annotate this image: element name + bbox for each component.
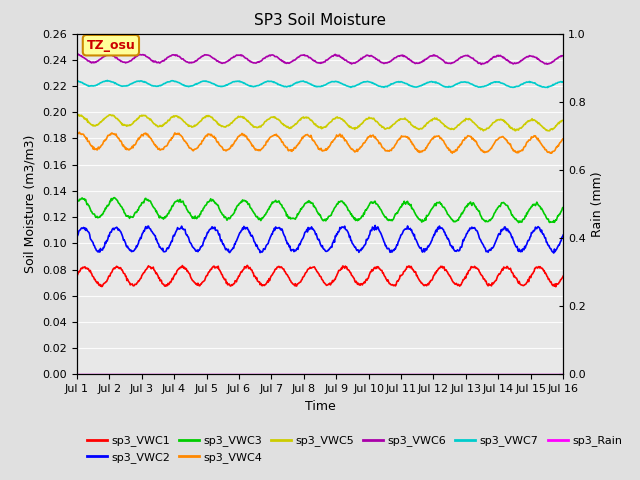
sp3_Rain xyxy=(132,371,140,377)
sp3_VWC6 xyxy=(74,51,82,57)
sp3_VWC6 xyxy=(559,53,567,59)
sp3_VWC7 xyxy=(73,78,81,84)
sp3_VWC4 xyxy=(207,132,215,137)
Line: sp3_VWC3: sp3_VWC3 xyxy=(77,198,563,223)
sp3_VWC1 xyxy=(181,266,189,272)
sp3_VWC5 xyxy=(559,118,567,123)
sp3_VWC4 xyxy=(132,140,140,145)
sp3_VWC6 xyxy=(394,54,401,60)
sp3_VWC5 xyxy=(132,118,140,123)
sp3_VWC2 xyxy=(550,250,557,256)
sp3_VWC2 xyxy=(559,232,567,238)
sp3_VWC1 xyxy=(82,265,90,271)
sp3_VWC1 xyxy=(394,278,401,284)
sp3_VWC4 xyxy=(83,136,90,142)
sp3_VWC3 xyxy=(380,211,387,217)
sp3_VWC7 xyxy=(559,79,567,85)
sp3_VWC6 xyxy=(182,59,189,64)
sp3_VWC5 xyxy=(182,120,189,126)
sp3_VWC1 xyxy=(243,263,251,268)
sp3_VWC1 xyxy=(559,273,567,279)
sp3_VWC4 xyxy=(449,150,456,156)
sp3_VWC1 xyxy=(207,266,214,272)
sp3_VWC3 xyxy=(82,197,90,203)
sp3_VWC3 xyxy=(394,210,401,216)
sp3_VWC7 xyxy=(104,78,111,84)
sp3_Rain xyxy=(559,371,567,377)
sp3_Rain xyxy=(393,371,401,377)
sp3_VWC1 xyxy=(552,284,559,289)
Line: sp3_VWC1: sp3_VWC1 xyxy=(77,265,563,287)
sp3_VWC6 xyxy=(207,54,215,60)
sp3_VWC4 xyxy=(182,139,189,145)
sp3_VWC2 xyxy=(181,227,189,232)
Line: sp3_VWC4: sp3_VWC4 xyxy=(77,132,563,153)
sp3_VWC4 xyxy=(394,138,401,144)
sp3_VWC3 xyxy=(182,203,189,209)
sp3_VWC2 xyxy=(73,233,81,239)
X-axis label: Time: Time xyxy=(305,400,335,413)
Title: SP3 Soil Moisture: SP3 Soil Moisture xyxy=(254,13,386,28)
sp3_VWC5 xyxy=(73,113,81,119)
sp3_VWC3 xyxy=(559,204,567,210)
Y-axis label: Soil Moisture (m3/m3): Soil Moisture (m3/m3) xyxy=(24,135,36,273)
sp3_VWC6 xyxy=(73,52,81,58)
sp3_VWC7 xyxy=(394,79,401,85)
sp3_VWC1 xyxy=(73,273,81,278)
sp3_VWC2 xyxy=(371,223,379,228)
sp3_VWC5 xyxy=(380,124,387,130)
sp3_VWC7 xyxy=(544,84,552,90)
sp3_VWC6 xyxy=(380,60,387,66)
sp3_VWC5 xyxy=(207,115,215,120)
Line: sp3_VWC6: sp3_VWC6 xyxy=(77,54,563,64)
sp3_Rain xyxy=(207,371,214,377)
Line: sp3_VWC2: sp3_VWC2 xyxy=(77,226,563,253)
sp3_VWC1 xyxy=(380,270,387,276)
sp3_VWC7 xyxy=(82,82,90,87)
sp3_VWC3 xyxy=(110,195,118,201)
sp3_VWC2 xyxy=(207,226,214,232)
sp3_VWC7 xyxy=(132,79,140,84)
sp3_VWC2 xyxy=(380,237,387,242)
Legend: sp3_VWC1, sp3_VWC2, sp3_VWC3, sp3_VWC4, sp3_VWC5, sp3_VWC6, sp3_VWC7, sp3_Rain: sp3_VWC1, sp3_VWC2, sp3_VWC3, sp3_VWC4, … xyxy=(83,431,627,468)
sp3_VWC1 xyxy=(132,281,140,287)
Text: TZ_osu: TZ_osu xyxy=(86,39,135,52)
sp3_VWC5 xyxy=(83,117,90,122)
sp3_VWC3 xyxy=(515,220,522,226)
sp3_Rain xyxy=(82,371,90,377)
Line: sp3_VWC5: sp3_VWC5 xyxy=(77,115,563,131)
sp3_VWC4 xyxy=(73,132,81,138)
sp3_VWC7 xyxy=(380,84,387,90)
sp3_VWC5 xyxy=(479,128,487,134)
sp3_VWC2 xyxy=(394,242,401,248)
sp3_VWC5 xyxy=(75,112,83,118)
sp3_Rain xyxy=(73,371,81,377)
sp3_VWC6 xyxy=(132,53,140,59)
sp3_Rain xyxy=(181,371,189,377)
sp3_VWC4 xyxy=(559,136,567,142)
sp3_VWC4 xyxy=(76,130,83,135)
sp3_VWC6 xyxy=(83,57,90,62)
Y-axis label: Rain (mm): Rain (mm) xyxy=(591,171,604,237)
sp3_VWC7 xyxy=(182,83,189,89)
sp3_VWC2 xyxy=(132,246,140,252)
sp3_VWC6 xyxy=(477,61,485,67)
sp3_VWC5 xyxy=(394,118,401,124)
sp3_VWC4 xyxy=(380,145,387,151)
sp3_VWC3 xyxy=(132,210,140,216)
sp3_VWC2 xyxy=(82,228,90,233)
sp3_VWC7 xyxy=(207,80,215,86)
sp3_VWC3 xyxy=(73,199,81,205)
sp3_VWC3 xyxy=(207,198,215,204)
sp3_Rain xyxy=(379,371,387,377)
Line: sp3_VWC7: sp3_VWC7 xyxy=(77,81,563,87)
